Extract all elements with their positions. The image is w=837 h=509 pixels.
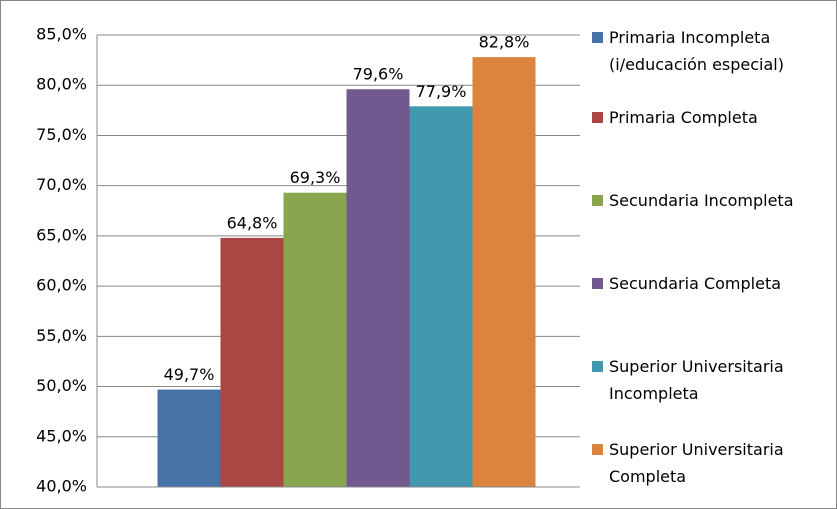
legend-item: Primaria Incompleta (i/educación especia…	[592, 24, 820, 78]
y-tick-label: 85,0%	[36, 25, 87, 44]
bar	[346, 89, 410, 488]
bar	[220, 237, 284, 487]
legend-label: Primaria Completa	[609, 108, 758, 127]
data-label: 49,7%	[164, 365, 215, 384]
legend-swatch	[592, 278, 603, 289]
legend-label: Secundaria Incompleta	[609, 191, 794, 210]
data-label: 69,3%	[290, 168, 341, 187]
legend-label: Primaria Incompleta (i/educación especia…	[609, 28, 784, 74]
y-tick-label: 70,0%	[36, 175, 87, 194]
legend-item: Secundaria Incompleta	[592, 187, 820, 214]
data-label: 77,9%	[416, 82, 467, 101]
y-tick-label: 45,0%	[36, 426, 87, 445]
bar	[157, 389, 221, 487]
legend-swatch	[592, 112, 603, 123]
y-tick-label: 40,0%	[36, 477, 87, 496]
y-tick-label: 80,0%	[36, 75, 87, 94]
legend-swatch	[592, 361, 603, 372]
legend-label: Secundaria Completa	[609, 274, 782, 293]
bar	[283, 192, 347, 487]
legend-swatch	[592, 444, 603, 455]
y-tick-label: 75,0%	[36, 125, 87, 144]
legend-swatch	[592, 195, 603, 206]
legend-item: Superior Universitaria Completa	[592, 436, 820, 490]
y-tick-label: 65,0%	[36, 225, 87, 244]
bar	[472, 57, 536, 487]
bar	[409, 106, 473, 487]
legend-label: Superior Universitaria Completa	[609, 440, 784, 486]
legend-swatch	[592, 32, 603, 43]
y-tick-label: 55,0%	[36, 326, 87, 345]
data-label: 79,6%	[353, 65, 404, 84]
legend-item: Secundaria Completa	[592, 270, 820, 297]
data-label: 64,8%	[227, 213, 278, 232]
legend-item: Primaria Completa	[592, 104, 820, 131]
legend-label: Superior Universitaria Incompleta	[609, 357, 784, 403]
y-tick-label: 60,0%	[36, 276, 87, 295]
data-label: 82,8%	[479, 33, 530, 52]
legend-item: Superior Universitaria Incompleta	[592, 353, 820, 407]
y-tick-label: 50,0%	[36, 376, 87, 395]
